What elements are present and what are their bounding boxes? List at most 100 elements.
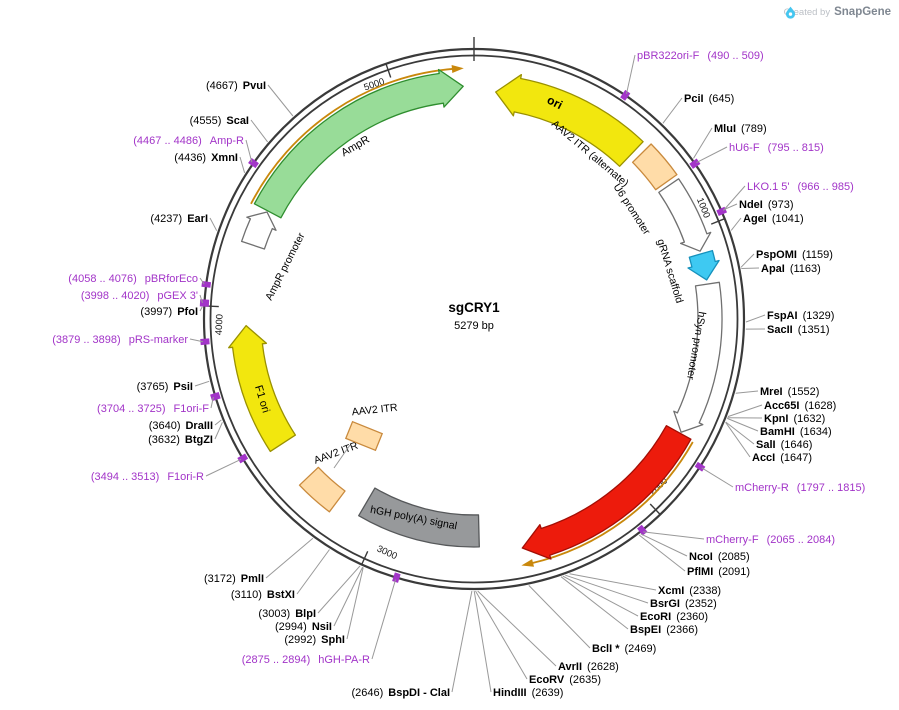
primer-mark[interactable] xyxy=(637,524,648,536)
site-label-bamhi[interactable]: BamHI (1634) xyxy=(760,426,832,438)
feature-ampr[interactable] xyxy=(253,68,464,219)
site-label-sali[interactable]: SalI (1646) xyxy=(756,439,812,451)
callout-line xyxy=(210,396,214,409)
callout-line xyxy=(194,380,210,387)
site-label-psii[interactable]: (3765) PsiI xyxy=(137,381,193,393)
site-label-hu6-f[interactable]: hU6-F (795 .. 815) xyxy=(729,142,824,154)
site-label-f1ori-r[interactable]: (3494 .. 3513) F1ori-R xyxy=(91,471,204,483)
site-label-bcli-[interactable]: BclI * (2469) xyxy=(592,643,656,655)
primer-mark[interactable] xyxy=(237,453,249,464)
site-label-ndei[interactable]: NdeI (973) xyxy=(739,199,794,211)
primer-mark[interactable] xyxy=(694,461,706,472)
feature-ampr-promoter[interactable] xyxy=(240,211,277,250)
snapgene-watermark: Created by SnapGene xyxy=(784,6,891,19)
feature-aav2-itr-alternate[interactable] xyxy=(631,143,678,191)
callout-line xyxy=(565,574,649,604)
site-label-acci[interactable]: AccI (1647) xyxy=(752,452,812,464)
feature-label-u6-promoter[interactable]: U6 promoter xyxy=(611,182,653,238)
site-label-prs-marker[interactable]: (3879 .. 3898) pRS-marker xyxy=(52,334,188,346)
site-label-ncoi[interactable]: NcoI (2085) xyxy=(689,551,750,563)
callout-line xyxy=(725,421,755,445)
site-label-bsrgi[interactable]: BsrGI (2352) xyxy=(650,598,717,610)
feature-label-aav2-itr[interactable]: AAV2 ITR xyxy=(312,440,360,467)
callout-line xyxy=(333,444,351,469)
site-label-ecorv[interactable]: EcoRV (2635) xyxy=(529,674,601,686)
site-label-acc65i[interactable]: Acc65I (1628) xyxy=(764,400,836,412)
plasmid-backbone-outer-ring xyxy=(202,47,746,591)
site-label-hgh-pa-r[interactable]: (2875 .. 2894) hGH-PA-R xyxy=(242,654,370,666)
site-label-ecori[interactable]: EcoRI (2360) xyxy=(640,611,708,623)
site-label-pspomi[interactable]: PspOMI (1159) xyxy=(756,249,833,261)
scale-tick xyxy=(385,63,392,78)
site-label-draiii[interactable]: (3640) DraIII xyxy=(149,420,213,432)
site-label-sphi[interactable]: (2992) SphI xyxy=(284,634,345,646)
site-label-agei[interactable]: AgeI (1041) xyxy=(743,213,804,225)
feature-ori[interactable] xyxy=(495,73,644,167)
site-label-pfoi[interactable]: (3997) PfoI xyxy=(140,306,198,318)
feature-label-ori[interactable]: ori xyxy=(545,93,565,112)
callout-line xyxy=(730,217,742,231)
site-label-lko-1-5-[interactable]: LKO.1 5' (966 .. 985) xyxy=(747,181,854,193)
site-label-pvui[interactable]: (4667) PvuI xyxy=(206,80,266,92)
primer-mark[interactable] xyxy=(620,89,631,101)
feature-grna-scaffold[interactable] xyxy=(687,249,720,281)
site-label-pbr322ori-f[interactable]: pBR322ori-F (490 .. 509) xyxy=(637,50,764,62)
site-label-bspdi-clai[interactable]: (2646) BspDI - ClaI xyxy=(351,687,450,699)
feature-aav2-itr-displaced[interactable] xyxy=(344,420,384,452)
site-label-amp-r[interactable]: (4467 .. 4486) Amp-R xyxy=(133,135,244,147)
feature-f1-ori[interactable] xyxy=(228,324,297,453)
primer-mark[interactable] xyxy=(248,157,259,169)
orf-arc xyxy=(529,441,694,565)
site-label-eari[interactable]: (4237) EarI xyxy=(150,213,208,225)
site-label-sacii[interactable]: SacII (1351) xyxy=(767,324,829,336)
site-label-xmni[interactable]: (4436) XmnI xyxy=(174,152,238,164)
feature-label-grna-scaffold[interactable]: gRNA scaffold xyxy=(654,238,685,305)
site-label-btgzi[interactable]: (3632) BtgZI xyxy=(148,434,213,446)
callout-line xyxy=(701,467,734,488)
callout-line xyxy=(189,338,204,343)
site-label-mcherry-r[interactable]: mCherry-R (1797 .. 1815) xyxy=(735,482,865,494)
primer-mark[interactable] xyxy=(689,158,701,169)
callout-line xyxy=(741,267,760,269)
site-label-f1ori-f[interactable]: (3704 .. 3725) F1ori-F xyxy=(97,403,209,415)
feature-label-aav2-itr-displaced[interactable]: AAV2 ITR xyxy=(351,402,398,419)
feature-u6-promoter[interactable] xyxy=(658,178,712,252)
callout-line xyxy=(451,590,473,693)
scale-tick xyxy=(649,503,661,515)
feature-mcherry[interactable] xyxy=(521,425,692,560)
feature-hgh-polya[interactable] xyxy=(358,487,480,548)
site-label-avrii[interactable]: AvrII (2628) xyxy=(558,661,619,673)
callout-line xyxy=(638,534,686,572)
primer-mark[interactable] xyxy=(200,338,210,346)
callout-line xyxy=(205,458,242,477)
site-label-mrei[interactable]: MreI (1552) xyxy=(760,386,819,398)
callout-line xyxy=(199,306,203,312)
site-label-fspai[interactable]: FspAI (1329) xyxy=(767,310,834,322)
primer-mark[interactable] xyxy=(392,572,401,583)
site-label-hindiii[interactable]: HindIII (2639) xyxy=(493,687,563,699)
site-label-pgex-3-[interactable]: (3998 .. 4020) pGEX 3' xyxy=(81,290,198,302)
site-label-pflmi[interactable]: PflMI (2091) xyxy=(687,566,750,578)
site-label-bstxi[interactable]: (3110) BstXI xyxy=(231,589,295,601)
callout-line xyxy=(727,417,759,432)
site-label-mcherry-f[interactable]: mCherry-F (2065 .. 2084) xyxy=(706,534,835,546)
site-label-pbrforeco[interactable]: (4058 .. 4076) pBRforEco xyxy=(68,273,198,285)
primer-mark[interactable] xyxy=(716,206,728,216)
primer-mark[interactable] xyxy=(201,281,212,288)
site-label-mlui[interactable]: MluI (789) xyxy=(714,123,767,135)
callout-line xyxy=(239,156,246,173)
site-label-blpi[interactable]: (3003) BlpI xyxy=(258,608,316,620)
site-label-scai[interactable]: (4555) ScaI xyxy=(190,115,249,127)
site-label-apai[interactable]: ApaI (1163) xyxy=(761,263,821,275)
feature-hsyn-promoter[interactable] xyxy=(673,281,723,433)
site-label-bspei[interactable]: BspEI (2366) xyxy=(630,624,698,636)
callout-line xyxy=(696,146,728,164)
feature-label-ampr-promoter[interactable]: AmpR promoter xyxy=(263,230,308,302)
site-label-pcii[interactable]: PciI (645) xyxy=(684,93,734,105)
feature-aav2-itr[interactable] xyxy=(298,466,346,513)
site-label-pmli[interactable]: (3172) PmlI xyxy=(204,573,264,585)
site-label-nsii[interactable]: (2994) NsiI xyxy=(275,621,332,633)
primer-mark[interactable] xyxy=(210,392,221,402)
site-label-kpni[interactable]: KpnI (1632) xyxy=(764,413,825,425)
site-label-xcmi[interactable]: XcmI (2338) xyxy=(658,585,721,597)
